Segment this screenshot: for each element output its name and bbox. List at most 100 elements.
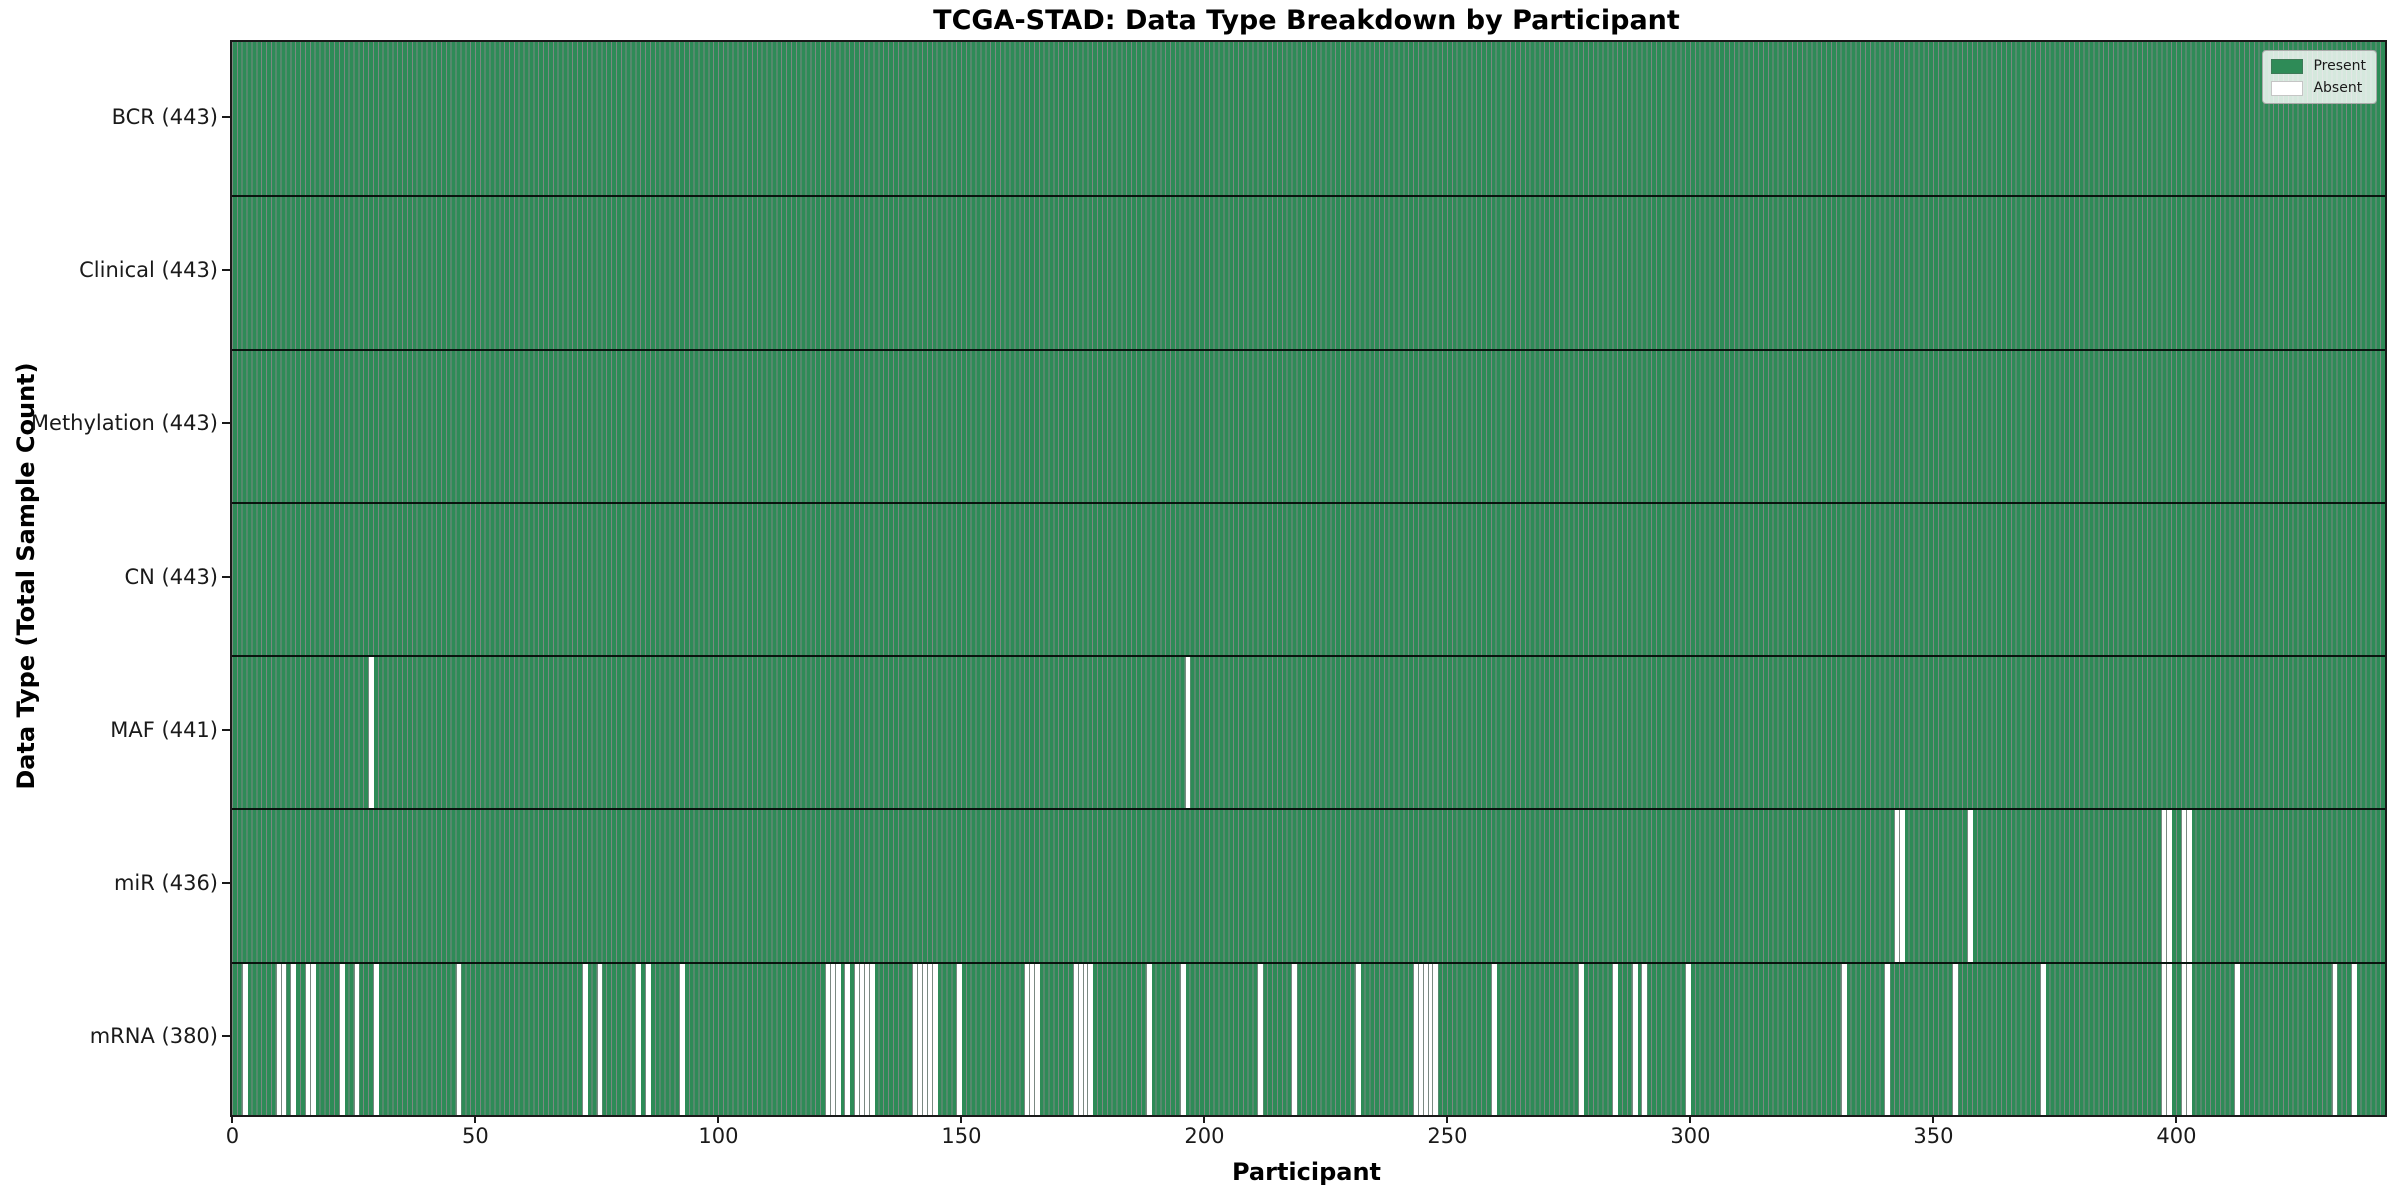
absent-mark-mRNA-75 (596, 963, 603, 1115)
legend-patch-present (2271, 58, 2304, 74)
absent-mark-mRNA-277 (1578, 963, 1585, 1115)
absent-mark-mRNA-128 (854, 963, 860, 1115)
absent-mark-mRNA-140 (912, 963, 919, 1115)
absent-mark-miR-402 (2185, 810, 2192, 962)
legend-entry-absent: Absent (2271, 80, 2366, 96)
absent-mark-mRNA-164 (1029, 963, 1035, 1115)
absent-mark-mRNA-141 (917, 963, 924, 1115)
absent-mark-mRNA-211 (1257, 963, 1264, 1115)
absent-mark-miR-343 (1898, 810, 1905, 962)
absent-mark-mRNA-12 (290, 963, 297, 1115)
x-tick-mark (474, 1115, 477, 1123)
plot-area: Present Absent (230, 40, 2387, 1117)
absent-mark-mRNA-174 (1077, 963, 1084, 1115)
absent-mark-MAF-196 (1184, 657, 1191, 809)
absent-mark-mRNA-284 (1612, 963, 1619, 1115)
legend-patch-absent (2271, 80, 2304, 96)
x-tick-label-0: 0 (225, 1124, 240, 1148)
legend-label: Absent (2313, 80, 2363, 96)
x-tick-label-400: 400 (2156, 1124, 2197, 1148)
absent-mark-mRNA-149 (956, 963, 962, 1115)
absent-mark-mRNA-85 (645, 963, 651, 1115)
absent-mark-mRNA-299 (1685, 963, 1691, 1115)
absent-mark-mRNA-15 (304, 963, 311, 1115)
row-mRNA (232, 961, 2385, 1115)
absent-mark-mRNA-402 (2185, 963, 2192, 1115)
absent-mark-mRNA-340 (1884, 963, 1891, 1115)
x-tick-mark (717, 1115, 720, 1123)
y-tick-mark (222, 1035, 230, 1038)
x-tick-label-300: 300 (1670, 1124, 1711, 1148)
absent-mark-mRNA-9 (275, 963, 282, 1115)
row-Methylation (232, 348, 2385, 502)
absent-mark-mRNA-126 (844, 963, 851, 1115)
x-tick-mark (1689, 1115, 1692, 1123)
x-axis-label: Participant (1231, 1158, 1382, 1186)
absent-mark-mRNA-124 (834, 963, 841, 1115)
x-tick-label-150: 150 (941, 1124, 982, 1148)
absent-mark-mRNA-401 (2180, 963, 2187, 1115)
x-tick-label-350: 350 (1913, 1124, 1954, 1148)
absent-mark-mRNA-436 (2350, 963, 2357, 1115)
absent-mark-mRNA-22 (338, 963, 345, 1115)
y-tick-label-miR: miR (436) (113, 871, 218, 896)
absent-mark-mRNA-165 (1033, 963, 1040, 1115)
absent-mark-mRNA-176 (1087, 963, 1094, 1115)
y-tick-label-mRNA: mRNA (380) (89, 1024, 218, 1049)
absent-mark-mRNA-412 (2234, 963, 2241, 1115)
chart-title: TCGA-STAD: Data Type Breakdown by Partic… (933, 5, 1680, 36)
absent-mark-miR-357 (1967, 810, 1973, 962)
y-tick-mark (222, 882, 230, 885)
y-tick-mark (222, 575, 230, 578)
absent-mark-mRNA-175 (1082, 963, 1089, 1115)
absent-mark-mRNA-243 (1412, 963, 1419, 1115)
absent-mark-mRNA-231 (1354, 963, 1361, 1115)
absent-mark-mRNA-432 (2331, 963, 2338, 1115)
x-tick-mark (960, 1115, 963, 1123)
absent-mark-mRNA-354 (1952, 963, 1959, 1115)
absent-mark-mRNA-46 (455, 963, 462, 1115)
absent-mark-mRNA-218 (1291, 963, 1298, 1115)
absent-mark-miR-342 (1894, 810, 1900, 962)
absent-mark-mRNA-2 (241, 963, 248, 1115)
absent-mark-mRNA-131 (868, 963, 875, 1115)
row-Clinical (232, 195, 2385, 349)
x-tick-label-100: 100 (698, 1124, 739, 1148)
absent-mark-mRNA-246 (1427, 963, 1434, 1115)
absent-mark-mRNA-173 (1072, 963, 1079, 1115)
absent-mark-mRNA-259 (1490, 963, 1497, 1115)
absent-mark-mRNA-398 (2166, 963, 2173, 1115)
row-BCR (232, 42, 2385, 196)
y-tick-mark (222, 115, 230, 118)
absent-mark-mRNA-288 (1631, 963, 1638, 1115)
absent-mark-mRNA-10 (280, 963, 287, 1115)
absent-mark-mRNA-16 (309, 963, 316, 1115)
absent-mark-mRNA-142 (922, 963, 928, 1115)
y-tick-label-BCR: BCR (443) (111, 104, 218, 129)
legend: Present Absent (2262, 50, 2377, 104)
y-tick-label-Clinical: Clinical (443) (79, 257, 218, 282)
absent-mark-miR-401 (2180, 810, 2187, 962)
x-tick-mark (1932, 1115, 1935, 1123)
absent-mark-miR-398 (2166, 810, 2173, 962)
absent-mark-mRNA-290 (1641, 963, 1648, 1115)
absent-mark-mRNA-245 (1422, 963, 1429, 1115)
y-tick-mark (222, 422, 230, 425)
x-tick-mark (1203, 1115, 1206, 1123)
absent-mark-mRNA-331 (1840, 963, 1847, 1115)
absent-mark-mRNA-247 (1432, 963, 1439, 1115)
absent-mark-mRNA-122 (824, 963, 831, 1115)
x-tick-label-250: 250 (1427, 1124, 1468, 1148)
absent-mark-mRNA-188 (1145, 963, 1152, 1115)
absent-mark-mRNA-130 (863, 963, 870, 1115)
x-tick-label-200: 200 (1184, 1124, 1225, 1148)
absent-mark-MAF-28 (368, 657, 374, 809)
row-MAF (232, 655, 2385, 809)
absent-mark-miR-397 (2161, 810, 2168, 962)
absent-mark-mRNA-129 (858, 963, 865, 1115)
absent-mark-mRNA-143 (926, 963, 933, 1115)
y-tick-label-CN: CN (443) (124, 564, 218, 589)
absent-mark-mRNA-163 (1024, 963, 1031, 1115)
row-CN (232, 501, 2385, 656)
